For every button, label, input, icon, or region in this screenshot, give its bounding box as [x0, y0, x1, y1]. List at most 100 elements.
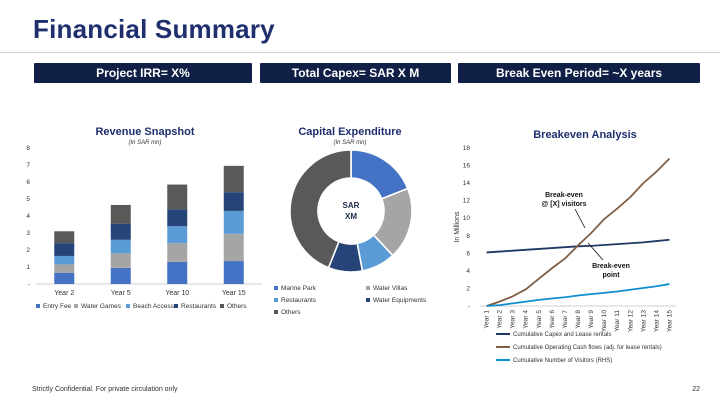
revenue-bar-segment — [110, 253, 131, 268]
legend-label: Marine Park — [281, 285, 317, 292]
revenue-bar-segment — [167, 184, 188, 210]
legend-swatch — [366, 286, 370, 291]
revenue-y-tick: 7 — [26, 162, 30, 169]
breakeven-y-tick: - — [468, 303, 470, 310]
legend-line-swatch — [496, 346, 510, 349]
revenue-legend-item: Water Games — [74, 303, 121, 310]
legend-line-swatch — [496, 333, 510, 336]
breakeven-x-tick: Year 1 — [484, 310, 491, 329]
legend-line-swatch — [496, 359, 510, 362]
annotation-arrow — [587, 242, 604, 261]
annotation-arrow — [574, 208, 586, 229]
capex-center-label: SAR — [343, 201, 360, 210]
legend-label: Restaurants — [281, 297, 317, 304]
breakeven-y-tick: 18 — [463, 145, 471, 152]
capex-legend-item: Restaurants — [274, 297, 316, 304]
revenue-y-tick: 1 — [26, 264, 30, 271]
breakeven-y-tick: 2 — [466, 285, 470, 292]
legend-label: Others — [281, 309, 301, 316]
revenue-legend-item: Entry Fee — [36, 303, 71, 310]
breakeven-legend-item: Cumulative Operating Cash flows (adj. fo… — [496, 345, 662, 351]
annotation-breakeven-visitors: @ [X] visitors — [542, 201, 587, 208]
capex-legend-item: Water Equipments — [366, 297, 426, 304]
revenue-bar-segment — [167, 226, 188, 244]
legend-label: Cumulative Number of Visitors (RHS) — [513, 358, 613, 364]
breakeven-series-line — [486, 157, 671, 307]
revenue-bar-segment — [110, 223, 131, 240]
legend-label: Water Villas — [373, 285, 408, 292]
page-number: 22 — [692, 386, 700, 393]
revenue-bar-segment — [167, 243, 188, 262]
page-title: Financial Summary — [33, 14, 275, 44]
legend-label: Cumulative Operating Cash flows (adj. fo… — [513, 345, 662, 351]
revenue-y-tick: 3 — [26, 230, 30, 237]
capex-chart-subtitle: (In SAR mn) — [333, 140, 367, 146]
revenue-legend-item: Beach Access — [126, 303, 174, 310]
legend-label: Beach Access — [133, 303, 174, 310]
breakeven-x-tick: Year 12 — [627, 310, 634, 333]
breakeven-y-tick: 16 — [463, 163, 471, 170]
breakeven-x-tick: Year 15 — [666, 310, 673, 333]
revenue-y-tick: 5 — [26, 196, 30, 203]
revenue-legend-item: Others — [220, 303, 247, 310]
breakeven-x-tick: Year 4 — [523, 310, 530, 329]
breakeven-chart-title: Breakeven Analysis — [533, 129, 637, 141]
legend-label: Entry Fee — [43, 303, 72, 310]
revenue-bar-segment — [223, 210, 244, 234]
breakeven-y-tick: 6 — [466, 250, 470, 257]
revenue-bar-segment — [167, 261, 188, 284]
breakeven-series-line — [486, 283, 670, 307]
revenue-bar-segment — [110, 204, 131, 224]
breakeven-y-axis-label: In Millions — [454, 211, 461, 243]
breakeven-x-tick: Year 9 — [588, 310, 595, 329]
capex-legend-item: Water Villas — [366, 285, 407, 292]
breakeven-x-tick: Year 10 — [601, 310, 608, 333]
capex-legend-item: Others — [274, 309, 301, 316]
revenue-bar-segment — [54, 264, 75, 273]
capex-slice — [289, 149, 352, 269]
legend-swatch — [274, 298, 278, 303]
revenue-bar-segment — [167, 209, 188, 227]
confidentiality-footer: Strictly Confidential. For private circu… — [32, 386, 178, 393]
revenue-y-tick: 2 — [26, 247, 30, 254]
legend-swatch — [274, 286, 278, 291]
legend-label: Cumulative Capex and Lease rentals — [513, 332, 612, 338]
breakeven-x-tick: Year 8 — [575, 310, 582, 329]
revenue-x-tick: Year 2 — [54, 290, 74, 297]
legend-label: Water Games — [81, 303, 121, 310]
breakeven-y-tick: 8 — [466, 233, 470, 240]
revenue-bar-segment — [54, 231, 75, 244]
legend-swatch — [126, 304, 130, 309]
breakeven-x-tick: Year 3 — [510, 310, 517, 329]
breakeven-x-tick: Year 2 — [497, 310, 504, 329]
legend-swatch — [274, 310, 278, 315]
revenue-y-tick: 4 — [26, 213, 30, 220]
revenue-bar-segment — [54, 255, 75, 265]
legend-swatch — [74, 304, 78, 309]
breakeven-y-tick: 12 — [463, 198, 471, 205]
annotation-breakeven-point: Break-even — [592, 263, 630, 270]
revenue-bar-segment — [54, 243, 75, 256]
capex-chart-title: Capital Expenditure — [298, 126, 402, 138]
breakeven-y-tick: 10 — [463, 215, 471, 222]
annotation-breakeven-visitors: Break-even — [545, 192, 583, 199]
legend-label: Others — [227, 303, 247, 310]
breakeven-x-tick: Year 7 — [562, 310, 569, 329]
legend-label: Water Equipments — [373, 297, 427, 304]
revenue-y-tick: - — [28, 281, 30, 288]
breakeven-x-tick: Year 13 — [640, 310, 647, 333]
breakeven-legend-item: Cumulative Number of Visitors (RHS) — [496, 358, 612, 364]
breakeven-y-tick: 14 — [463, 180, 471, 187]
breakeven-x-tick: Year 6 — [549, 310, 556, 329]
revenue-bar-segment — [54, 272, 75, 284]
breakeven-x-tick: Year 11 — [614, 310, 621, 332]
capex-center-label: XM — [345, 212, 357, 221]
breakeven-legend-item: Cumulative Capex and Lease rentals — [496, 332, 611, 338]
breakeven-x-tick: Year 5 — [536, 310, 543, 329]
legend-swatch — [174, 304, 178, 309]
revenue-chart-subtitle: (In SAR mn) — [128, 140, 162, 146]
revenue-x-tick: Year 10 — [165, 290, 189, 297]
legend-swatch — [366, 298, 370, 303]
revenue-chart-title: Revenue Snapshot — [95, 126, 195, 138]
